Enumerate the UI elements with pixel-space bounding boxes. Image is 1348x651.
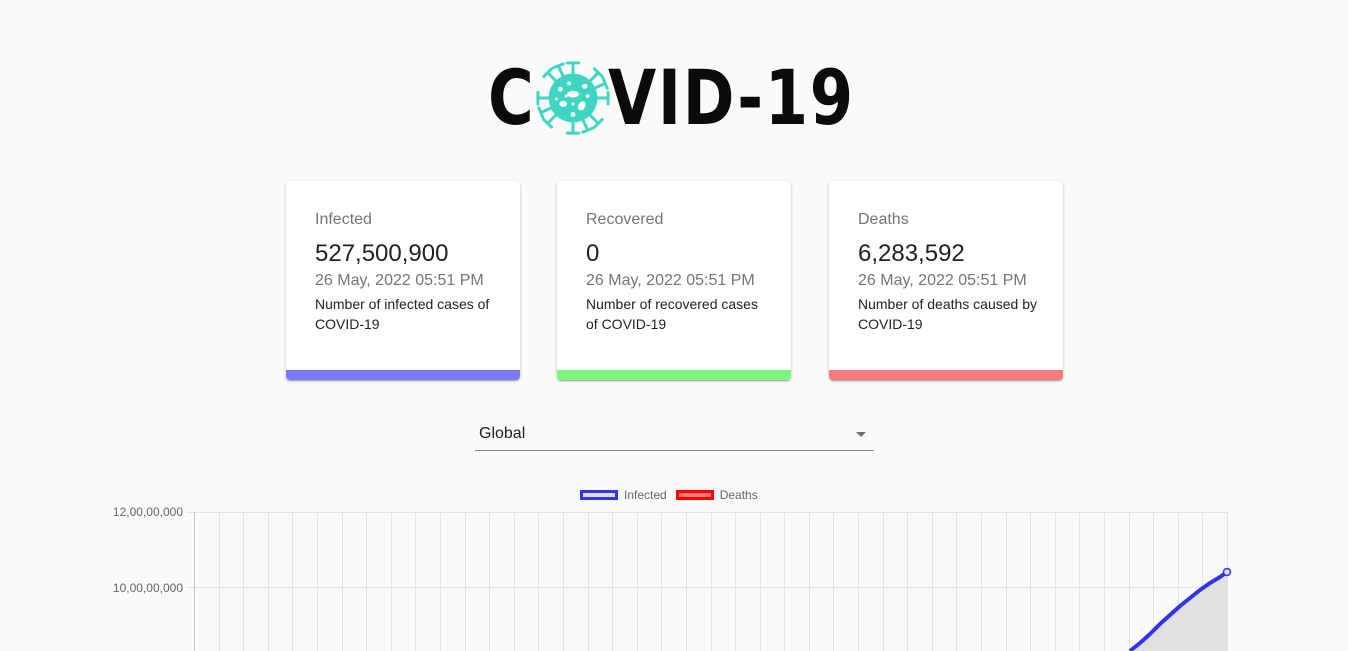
infected-last-point[interactable] bbox=[1222, 567, 1232, 577]
card-title: Infected bbox=[315, 211, 372, 228]
infected-line bbox=[1128, 570, 1229, 651]
card-accent-bar bbox=[829, 370, 1063, 380]
recovered-card: Recovered 0 26 May, 2022 05:51 PM Number… bbox=[557, 181, 791, 380]
card-accent-bar bbox=[557, 370, 791, 380]
card-title: Deaths bbox=[858, 211, 909, 228]
legend-label: Infected bbox=[624, 488, 667, 502]
card-value: 527,500,900 bbox=[315, 240, 449, 267]
country-select-value: Global bbox=[479, 425, 526, 442]
infected-card: Infected 527,500,900 26 May, 2022 05:51 … bbox=[286, 181, 520, 380]
card-value: 0 bbox=[586, 240, 600, 267]
logo-text: VID-19 bbox=[608, 53, 855, 142]
card-description: Number of infected cases of COVID-19 bbox=[315, 296, 490, 332]
legend-label: Deaths bbox=[719, 488, 758, 502]
y-tick-label: 10,00,00,000 bbox=[112, 581, 183, 595]
card-title: Recovered bbox=[586, 211, 664, 228]
virus-icon bbox=[536, 61, 610, 135]
deaths-card: Deaths 6,283,592 26 May, 2022 05:51 PM N… bbox=[829, 181, 1063, 380]
card-accent-bar bbox=[286, 370, 520, 380]
horizontal-gridlines bbox=[186, 512, 1227, 588]
chart-legend: Infected Deaths bbox=[580, 488, 767, 502]
legend-swatch-icon bbox=[580, 490, 618, 500]
legend-item-deaths[interactable]: Deaths bbox=[675, 488, 758, 502]
card-description: Number of recovered cases of COVID-19 bbox=[586, 296, 758, 332]
y-tick-label: 12,00,00,000 bbox=[112, 505, 183, 519]
card-date: 26 May, 2022 05:51 PM bbox=[586, 272, 755, 289]
legend-item-infected[interactable]: Infected bbox=[580, 488, 667, 502]
logo-letter-c: C bbox=[488, 53, 536, 142]
vertical-gridlines bbox=[219, 512, 1228, 651]
card-date: 26 May, 2022 05:51 PM bbox=[858, 272, 1027, 289]
dropdown-arrow-icon[interactable] bbox=[856, 432, 866, 437]
legend-swatch-icon bbox=[675, 490, 714, 500]
card-value: 6,283,592 bbox=[858, 240, 965, 267]
country-select[interactable]: Global bbox=[475, 418, 874, 451]
card-description: Number of deaths caused by COVID-19 bbox=[858, 296, 1037, 332]
card-date: 26 May, 2022 05:51 PM bbox=[315, 272, 484, 289]
covid-19-logo: C bbox=[488, 56, 863, 140]
